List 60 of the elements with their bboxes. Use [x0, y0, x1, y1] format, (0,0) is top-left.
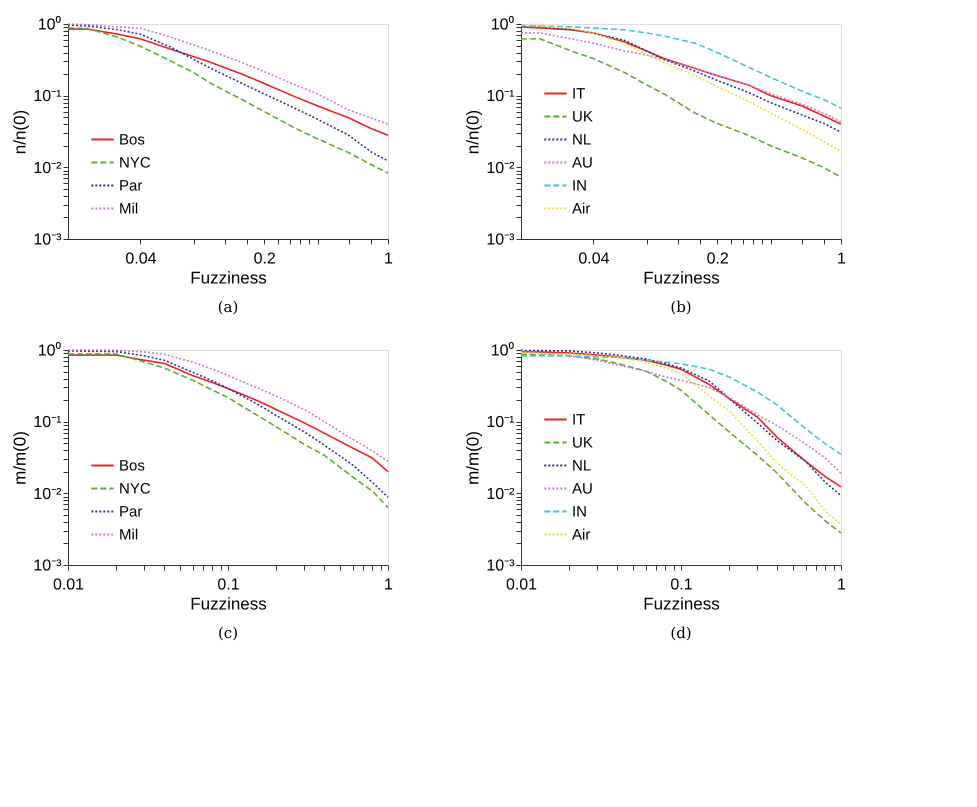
x-tick-label: 1	[837, 250, 846, 268]
legend-label: NL	[572, 132, 592, 148]
y-tick-label: 10⁻¹	[486, 414, 514, 432]
y-tick-label: 10⁻³	[33, 232, 62, 248]
y-tick-label: 10⁻²	[33, 160, 62, 177]
y-tick-label: 10⁻³	[486, 558, 516, 574]
text: (c)	[218, 624, 238, 642]
y-tick-label: 10⁻³	[486, 232, 516, 248]
x-tick-label: 0.1	[217, 576, 240, 594]
legend-label: IN	[572, 504, 587, 520]
x-tick-label: 0.01	[506, 576, 538, 594]
y-tick-label: 10⁰	[490, 16, 514, 34]
x-axis-title: Fuzziness	[190, 268, 267, 288]
y-tick-label: 10⁻²	[33, 486, 62, 503]
x-tick-label: 1	[384, 250, 394, 268]
y-tick-label: 10⁻²	[486, 486, 516, 503]
legend-label: AU	[572, 480, 593, 498]
legend-label: Bos	[119, 132, 145, 148]
x-tick-label: 0.04	[125, 250, 157, 268]
x-axis-title: Fuzziness	[643, 594, 720, 614]
legend-label: IT	[572, 412, 586, 428]
y-tick-label: 10⁻¹	[486, 88, 514, 106]
y-tick-label: 10⁰	[490, 342, 514, 360]
legend-label: IT	[572, 86, 586, 102]
legend-label: Air	[572, 200, 590, 218]
y-tick-label: 10⁻¹	[33, 414, 62, 432]
x-tick-label: 0.2	[706, 250, 729, 268]
legend-label: AU	[572, 154, 593, 172]
legend-label: Bos	[119, 458, 145, 474]
text: (a)	[218, 298, 238, 316]
legend-label: NYC	[119, 480, 151, 498]
legend-label: UK	[572, 108, 593, 126]
y-axis-title: n/n(0)	[10, 110, 30, 154]
legend-label: NYC	[119, 154, 151, 172]
y-axis-title: m/m(0)	[10, 431, 30, 485]
x-axis-title: Fuzziness	[643, 268, 720, 288]
legend-label: UK	[572, 434, 593, 452]
y-tick-label: 10⁰	[38, 342, 62, 360]
x-tick-label: 0.04	[578, 250, 610, 268]
legend-label: NL	[572, 458, 592, 474]
x-tick-label: 1	[837, 576, 846, 594]
x-tick-label: 0.1	[670, 576, 693, 594]
x-tick-label: 0.01	[52, 576, 84, 594]
y-axis-title: m/m(0)	[463, 431, 482, 485]
x-axis-title: Fuzziness	[190, 594, 267, 614]
y-tick-label: 10⁻¹	[33, 88, 62, 106]
legend-label: Mil	[119, 200, 138, 218]
legend-label: Par	[119, 504, 142, 520]
text: (d)	[670, 624, 692, 642]
legend-label: Air	[572, 526, 590, 544]
x-tick-label: 0.2	[254, 250, 276, 268]
text: (b)	[670, 298, 692, 316]
legend-label: IN	[572, 178, 587, 194]
legend-label: Par	[119, 178, 142, 194]
y-tick-label: 10⁰	[38, 16, 62, 34]
x-tick-label: 1	[384, 576, 394, 594]
y-tick-label: 10⁻²	[486, 160, 516, 177]
y-axis-title: n/n(0)	[463, 110, 482, 154]
y-tick-label: 10⁻³	[33, 558, 62, 574]
legend-label: Mil	[119, 526, 138, 544]
